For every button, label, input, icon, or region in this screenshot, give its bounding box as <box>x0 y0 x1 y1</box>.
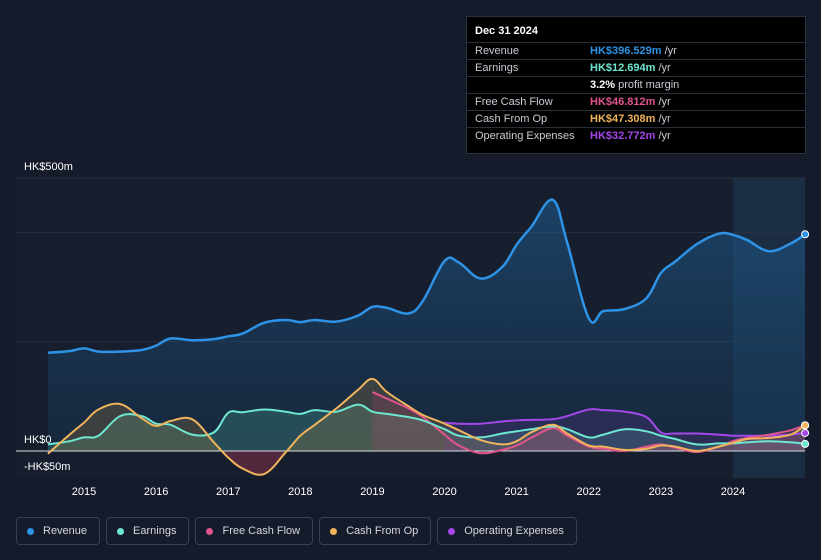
legend-dot-icon <box>117 527 125 535</box>
x-tick-label: 2020 <box>432 486 456 498</box>
earnings-line <box>47 403 806 446</box>
legend-label: Free Cash Flow <box>222 525 301 537</box>
tooltip-row: Cash From Op HK$47.308m /yr <box>467 110 805 128</box>
legend-dot-icon <box>206 527 214 535</box>
legend-item-free-cash-flow[interactable]: Free Cash Flow <box>195 517 314 545</box>
tooltip-value: HK$396.529m /yr <box>590 45 677 57</box>
operating-expenses-end-marker <box>801 428 810 437</box>
tooltip-label: Free Cash Flow <box>475 96 553 108</box>
tooltip-panel: Dec 31 2024 Revenue HK$396.529m /yr Earnin… <box>466 16 806 154</box>
tooltip-date: Dec 31 2024 <box>475 25 538 37</box>
tooltip-row: Earnings HK$12.694m /yr <box>467 59 805 77</box>
legend-item-cash-from-op[interactable]: Cash From Op <box>319 517 432 545</box>
x-tick-label: 2017 <box>216 486 240 498</box>
cash-from-op-negative-area <box>47 451 806 475</box>
legend-item-earnings[interactable]: Earnings <box>106 517 190 545</box>
legend-item-operating-expenses[interactable]: Operating Expenses <box>437 517 577 545</box>
tooltip-row: Revenue HK$396.529m /yr <box>467 42 805 60</box>
x-tick-label: 2021 <box>504 486 528 498</box>
free-cash-flow-area <box>372 392 806 451</box>
tooltip-value: HK$32.772m /yr <box>590 130 671 142</box>
legend-dot-icon <box>330 527 338 535</box>
tooltip-label: Revenue <box>475 45 520 57</box>
legend-dot-icon <box>27 527 34 535</box>
tooltip-value: 3.2% profit margin <box>590 79 680 91</box>
revenue-line <box>47 198 806 354</box>
earnings-end-marker <box>801 439 810 448</box>
cash-from-op-line <box>47 377 806 476</box>
x-tick-label: 2023 <box>649 486 673 498</box>
x-tick-label: 2022 <box>577 486 601 498</box>
y-tick-label: HK$500m <box>24 161 73 173</box>
legend-label: Earnings <box>133 525 177 537</box>
operating-expenses-line <box>444 408 806 437</box>
y-tick-label: -HK$50m <box>24 461 70 473</box>
tooltip-value: HK$47.308m /yr <box>590 113 671 125</box>
cash-from-op-area <box>47 378 806 451</box>
tooltip-row: Operating Expenses HK$32.772m /yr <box>467 127 805 145</box>
chart-area: HK$500m HK$0 -HK$50m 2015 2016 2017 2018 2019 20… <box>16 161 810 498</box>
legend: Revenue Earnings Free Cash Flow Cash From O… <box>16 517 577 545</box>
x-tick-label: 2016 <box>144 486 168 498</box>
revenue-area <box>47 199 806 451</box>
tooltip-row: 3.2% profit margin <box>467 76 805 94</box>
tooltip-label: Earnings <box>475 62 519 74</box>
legend-label: Operating Expenses <box>464 525 564 537</box>
legend-label: Revenue <box>43 525 88 537</box>
y-tick-label: HK$0 <box>24 434 52 446</box>
legend-label: Cash From Op <box>346 525 419 537</box>
legend-dot-icon <box>448 527 456 535</box>
free-cash-flow-line <box>371 391 806 455</box>
tooltip-label: Operating Expenses <box>475 130 575 142</box>
tooltip-label: Cash From Op <box>475 113 548 125</box>
tooltip-value: HK$12.694m /yr <box>590 62 671 74</box>
legend-item-revenue[interactable]: Revenue <box>16 517 101 545</box>
tooltip-value: HK$46.812m /yr <box>590 96 671 108</box>
x-tick-label: 2018 <box>288 486 312 498</box>
earnings-area <box>47 404 806 451</box>
x-tick-label: 2019 <box>360 486 384 498</box>
tooltip-row: Free Cash Flow HK$46.812m /yr <box>467 93 805 111</box>
x-tick-label: 2024 <box>721 486 745 498</box>
cash-from-op-end-marker <box>801 421 810 430</box>
x-tick-label: 2015 <box>72 486 96 498</box>
revenue-end-marker <box>801 230 810 239</box>
